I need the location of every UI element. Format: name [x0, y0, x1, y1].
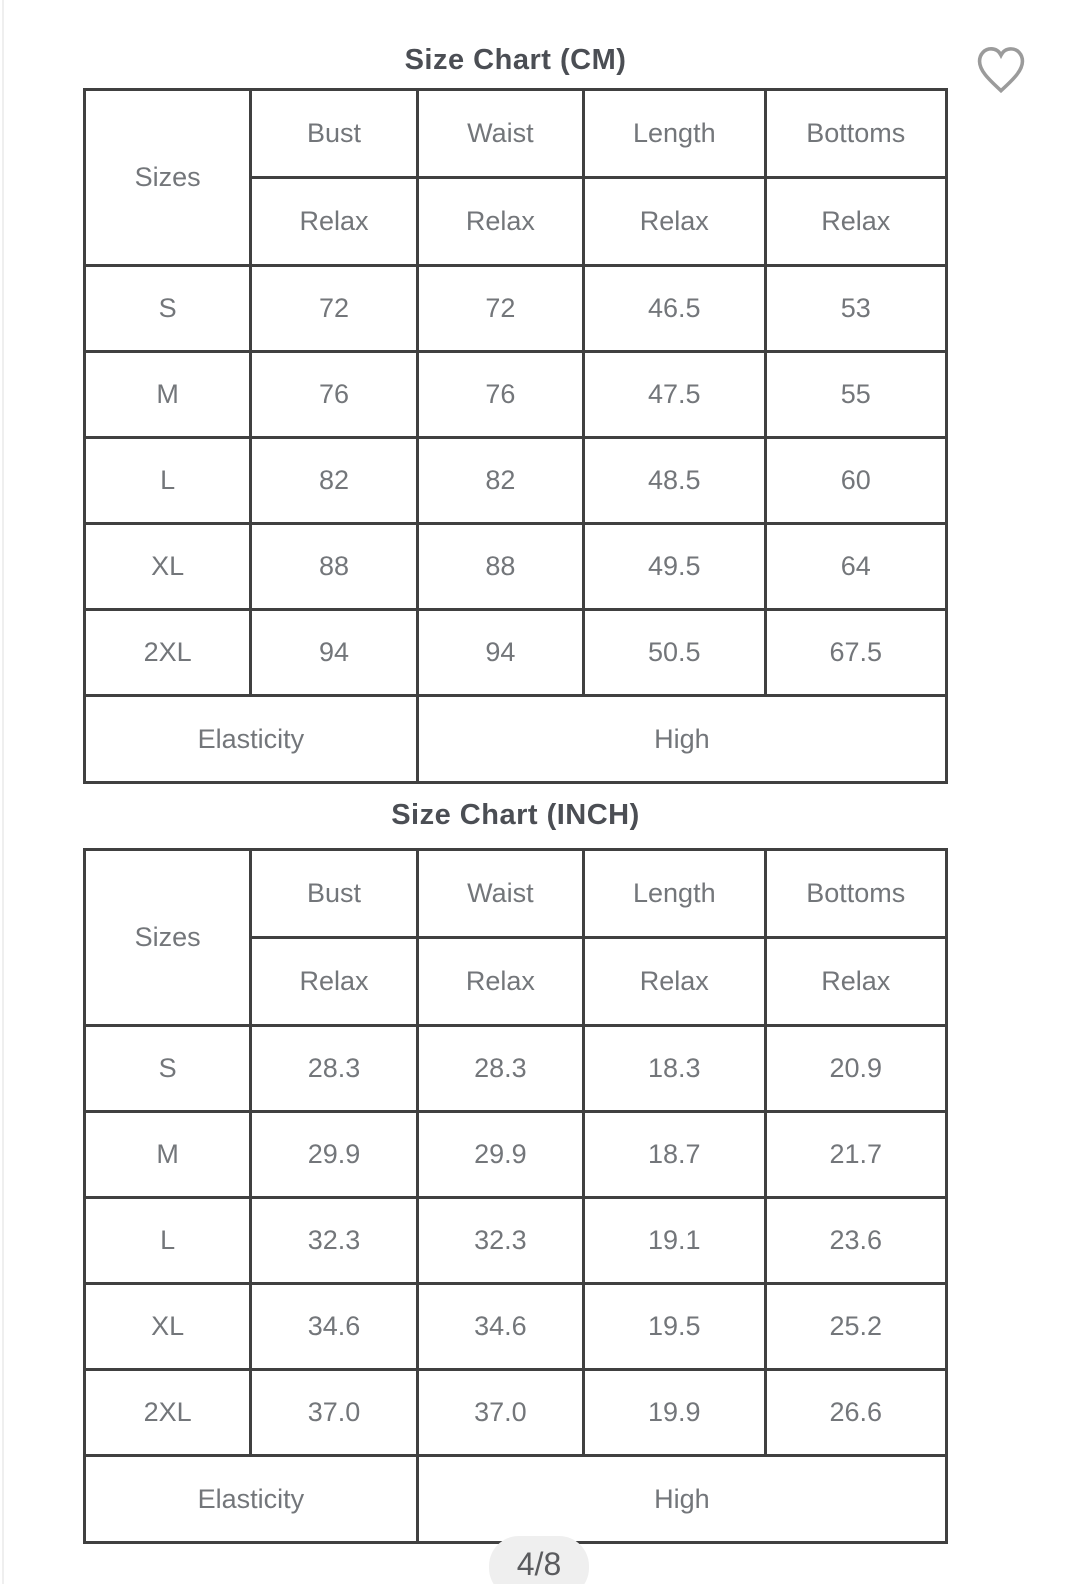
heart-icon	[968, 34, 1034, 100]
measurement-value-cell: 76	[415, 350, 586, 439]
fit-header-cell: Relax	[415, 936, 586, 1027]
corner-header-cell: Sizes	[82, 848, 253, 1027]
size-row-xl: XL 34.6 34.6 19.5 25.2	[82, 1282, 949, 1371]
measurement-value-cell: 82	[415, 436, 586, 525]
measurement-value-cell: 64	[763, 522, 949, 611]
elasticity-row: Elasticity High	[83, 694, 949, 784]
size-chart-cm-section: Size Chart (CM) Sizes Bust Waist Length Botto…	[82, 44, 949, 784]
fit-header-cell: Relax	[249, 936, 419, 1027]
size-label-cell: L	[82, 1196, 253, 1285]
column-header-cell: Length	[582, 848, 767, 939]
measurement-value-cell: 55	[763, 350, 949, 439]
measurement-value-cell: 60	[763, 436, 949, 525]
measurement-value-cell: 37.0	[415, 1368, 586, 1457]
measurement-value-cell: 88	[249, 522, 419, 611]
measurement-value-cell: 82	[249, 436, 419, 525]
measurement-value-cell: 23.6	[763, 1196, 949, 1285]
measurement-value-cell: 29.9	[249, 1110, 419, 1199]
measurement-value-cell: 88	[415, 522, 586, 611]
measurement-value-cell: 21.7	[763, 1110, 949, 1199]
measurement-value-cell: 94	[249, 608, 419, 697]
size-label-cell: M	[82, 350, 253, 439]
size-row-m: M 76 76 47.5 55	[82, 350, 949, 439]
size-label-cell: S	[82, 1024, 253, 1113]
measurement-value-cell: 34.6	[415, 1282, 586, 1371]
measurement-value-cell: 19.5	[582, 1282, 767, 1371]
measurement-value-cell: 18.3	[582, 1024, 767, 1113]
measurement-value-cell: 76	[249, 350, 419, 439]
size-label-cell: XL	[82, 522, 253, 611]
elasticity-row: Elasticity High	[83, 1454, 949, 1544]
size-charts: Size Chart (CM) Sizes Bust Waist Length Botto…	[82, 0, 949, 1544]
measurement-value-cell: 37.0	[249, 1368, 419, 1457]
size-label-cell: XL	[82, 1282, 253, 1371]
column-header-cell: Bottoms	[763, 88, 949, 179]
size-chart-inch-table: Sizes Bust Waist Length Bottoms Relax Relax Rel…	[82, 848, 949, 1544]
size-label-cell: 2XL	[82, 1368, 253, 1457]
size-row-m: M 29.9 29.9 18.7 21.7	[82, 1110, 949, 1199]
size-row-2xl: 2XL 94 94 50.5 67.5	[82, 608, 949, 697]
size-row-s: S 72 72 46.5 53	[82, 264, 949, 353]
measurement-value-cell: 49.5	[582, 522, 767, 611]
measurement-value-cell: 32.3	[249, 1196, 419, 1285]
fit-header-cell: Relax	[763, 176, 949, 267]
elasticity-label-cell: Elasticity	[83, 1454, 419, 1544]
elasticity-value-cell: High	[415, 694, 949, 784]
measurement-value-cell: 28.3	[249, 1024, 419, 1113]
measurement-value-cell: 19.9	[582, 1368, 767, 1457]
measurement-value-cell: 34.6	[249, 1282, 419, 1371]
measurement-value-cell: 53	[763, 264, 949, 353]
measurement-value-cell: 29.9	[415, 1110, 586, 1199]
size-row-s: S 28.3 28.3 18.3 20.9	[82, 1024, 949, 1113]
column-header-cell: Bust	[249, 848, 419, 939]
measurement-value-cell: 94	[415, 608, 586, 697]
size-label-cell: L	[82, 436, 253, 525]
column-header-cell: Length	[582, 88, 767, 179]
measurement-value-cell: 26.6	[763, 1368, 949, 1457]
measurement-value-cell: 18.7	[582, 1110, 767, 1199]
elasticity-value-cell: High	[415, 1454, 949, 1544]
fit-header-cell: Relax	[249, 176, 419, 267]
measurement-value-cell: 25.2	[763, 1282, 949, 1371]
measurement-value-cell: 46.5	[582, 264, 767, 353]
measurement-value-cell: 67.5	[763, 608, 949, 697]
size-row-xl: XL 88 88 49.5 64	[82, 522, 949, 611]
measurement-value-cell: 28.3	[415, 1024, 586, 1113]
size-row-l: L 32.3 32.3 19.1 23.6	[82, 1196, 949, 1285]
size-chart-cm-title: Size Chart (CM)	[404, 44, 627, 76]
size-label-cell: 2XL	[82, 608, 253, 697]
measurement-value-cell: 19.1	[582, 1196, 767, 1285]
fit-header-cell: Relax	[763, 936, 949, 1027]
carousel-page-indicator: 4/8	[489, 1536, 589, 1584]
carousel-edge-divider	[2, 0, 4, 1584]
column-header-cell: Waist	[415, 848, 586, 939]
page-indicator-label: 4/8	[516, 1546, 562, 1582]
column-header-cell: Bottoms	[763, 848, 949, 939]
size-row-l: L 82 82 48.5 60	[82, 436, 949, 525]
measurement-value-cell: 72	[249, 264, 419, 353]
size-label-cell: M	[82, 1110, 253, 1199]
column-header-cell: Waist	[415, 88, 586, 179]
measurement-value-cell: 20.9	[763, 1024, 949, 1113]
size-chart-cm-table: Sizes Bust Waist Length Bottoms Relax Relax Rel…	[82, 88, 949, 784]
measurement-value-cell: 50.5	[582, 608, 767, 697]
size-chart-inch-title: Size Chart (INCH)	[391, 799, 640, 831]
corner-header-cell: Sizes	[82, 88, 253, 267]
elasticity-label-cell: Elasticity	[83, 694, 419, 784]
wishlist-heart-button[interactable]	[968, 34, 1034, 100]
fit-header-cell: Relax	[415, 176, 586, 267]
size-chart-inch-section: Size Chart (INCH) Sizes Bust Waist Length Bot…	[82, 799, 949, 1544]
measurement-value-cell: 32.3	[415, 1196, 586, 1285]
fit-header-cell: Relax	[582, 176, 767, 267]
measurement-value-cell: 47.5	[582, 350, 767, 439]
measurement-value-cell: 72	[415, 264, 586, 353]
column-header-cell: Bust	[249, 88, 419, 179]
size-label-cell: S	[82, 264, 253, 353]
measurement-value-cell: 48.5	[582, 436, 767, 525]
fit-header-cell: Relax	[582, 936, 767, 1027]
size-row-2xl: 2XL 37.0 37.0 19.9 26.6	[82, 1368, 949, 1457]
